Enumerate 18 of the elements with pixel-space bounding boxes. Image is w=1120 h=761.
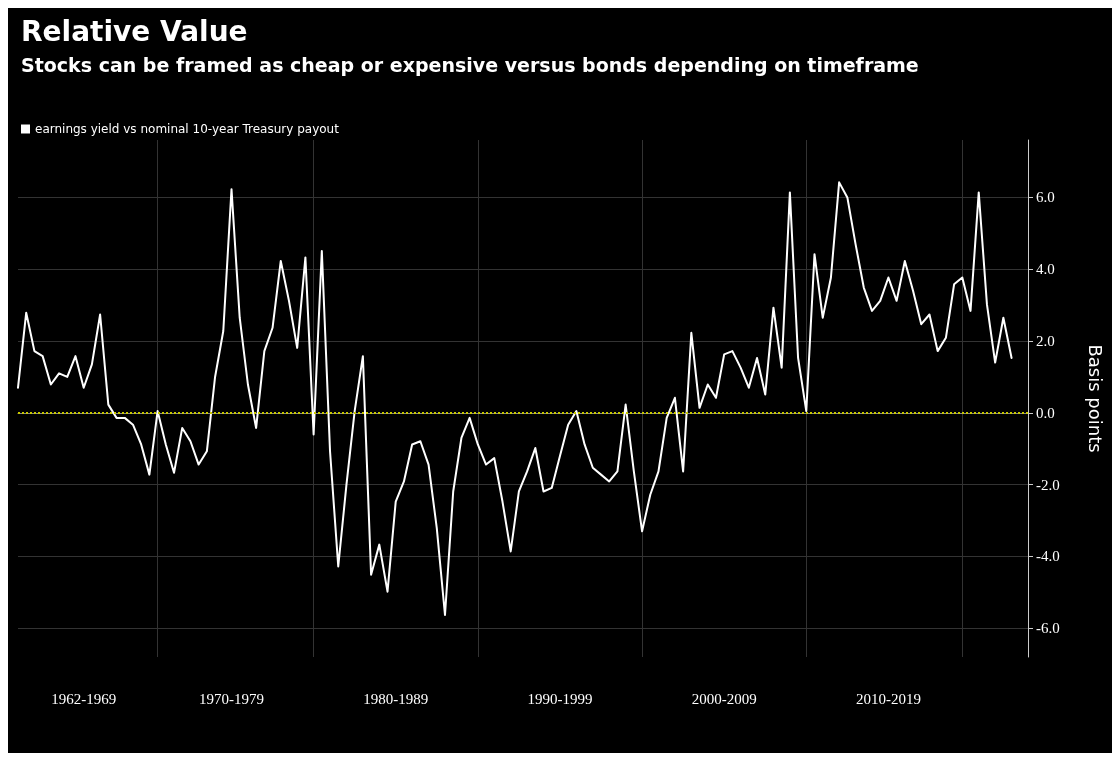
y-tick-label: 6.0: [1036, 189, 1055, 206]
x-tick-label: 1962-1969: [51, 690, 117, 707]
y-tick-label: 2.0: [1036, 333, 1055, 350]
y-tick-label: -4.0: [1036, 548, 1060, 565]
y-tick-label: -6.0: [1036, 620, 1060, 637]
x-tick-label: 2010-2019: [855, 690, 921, 707]
x-tick-label: 1980-1989: [363, 690, 429, 707]
x-tick-label: 1970-1979: [199, 690, 264, 707]
y-axis-title: Basis points: [1084, 344, 1106, 453]
y-tick-label: 0.0: [1036, 404, 1055, 421]
x-tick-label: 2000-2009: [691, 690, 757, 707]
line-series: [17, 181, 1013, 616]
legend-label: earnings yield vs nominal 10-year Treasury payout: [35, 122, 340, 136]
y-tick-label: -2.0: [1036, 476, 1060, 493]
chart-subtitle: Stocks can be framed as cheap or expensive versus bonds depending on timeframe: [21, 53, 919, 76]
chart-title: Relative Value: [21, 14, 248, 48]
y-tick-label: 4.0: [1036, 261, 1055, 278]
x-tick-label: 1990-1999: [527, 690, 593, 707]
